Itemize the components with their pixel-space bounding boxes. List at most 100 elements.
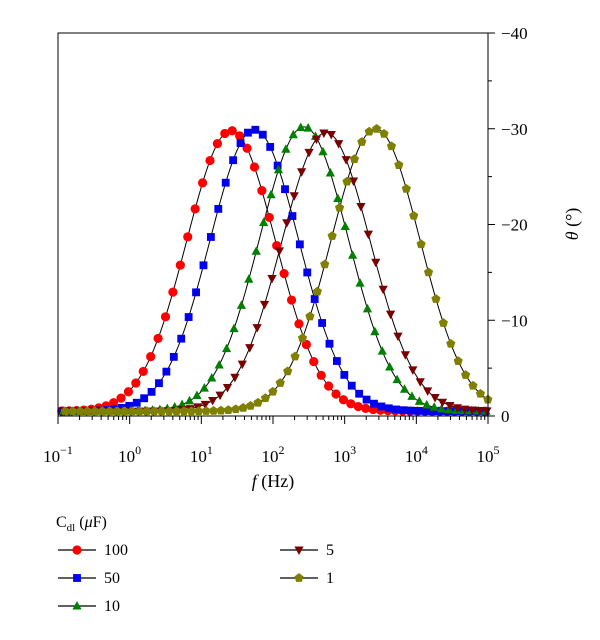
data-point-5 xyxy=(274,247,284,256)
data-point-5 xyxy=(297,168,307,177)
legend-item-1: 1 xyxy=(280,570,334,587)
data-point-100 xyxy=(168,287,178,297)
data-point-50 xyxy=(295,240,304,249)
data-point-100 xyxy=(227,126,237,136)
data-point-10 xyxy=(303,123,313,132)
data-point-10 xyxy=(192,390,202,399)
data-point-50 xyxy=(392,405,401,414)
data-point-50 xyxy=(407,406,415,415)
data-point-5 xyxy=(452,404,462,413)
data-point-50 xyxy=(229,156,238,165)
data-point-100 xyxy=(205,155,215,166)
data-point-100 xyxy=(153,333,163,344)
data-point-1 xyxy=(290,351,300,361)
y-axis-label: θ (°) xyxy=(562,208,583,241)
data-point-50 xyxy=(362,395,371,404)
data-point-5 xyxy=(348,177,359,187)
data-point-100 xyxy=(301,339,311,350)
data-point-5 xyxy=(385,310,396,320)
x-tick-label: 104 xyxy=(405,443,428,466)
data-point-100 xyxy=(190,204,200,214)
data-point-5 xyxy=(415,378,425,387)
legend-marker-10 xyxy=(72,600,82,610)
data-point-5 xyxy=(482,407,492,416)
legend-label: 1 xyxy=(326,570,334,587)
data-point-5 xyxy=(467,406,477,416)
y-tick-label: −20 xyxy=(501,216,528,235)
data-point-1 xyxy=(342,176,352,186)
data-point-50 xyxy=(347,381,356,390)
data-point-1 xyxy=(327,231,337,240)
data-point-1 xyxy=(112,406,122,416)
data-point-5 xyxy=(319,129,329,138)
data-point-100 xyxy=(116,393,126,403)
data-point-5 xyxy=(445,402,455,411)
data-point-5 xyxy=(378,285,388,295)
data-point-50 xyxy=(251,125,260,134)
data-point-5 xyxy=(341,156,351,165)
data-point-5 xyxy=(430,394,440,403)
data-point-50 xyxy=(325,339,334,348)
data-point-50 xyxy=(429,407,438,416)
data-point-1 xyxy=(453,356,463,365)
data-point-5 xyxy=(363,230,373,240)
data-point-100 xyxy=(242,143,252,153)
data-point-1 xyxy=(423,267,434,277)
data-point-5 xyxy=(252,324,262,333)
data-point-100 xyxy=(257,186,267,196)
data-point-10 xyxy=(414,396,424,405)
y-tick-label: −10 xyxy=(501,311,528,330)
x-tick-label: 100 xyxy=(118,443,141,466)
data-point-1 xyxy=(446,338,456,348)
data-point-1 xyxy=(297,333,308,343)
data-point-1 xyxy=(357,137,367,146)
data-point-50 xyxy=(155,379,163,388)
data-point-1 xyxy=(475,388,486,398)
data-point-50 xyxy=(340,370,349,379)
data-point-100 xyxy=(279,269,289,279)
data-point-10 xyxy=(221,343,232,353)
data-point-1 xyxy=(312,286,322,296)
data-point-5 xyxy=(267,274,277,284)
data-point-1 xyxy=(379,129,389,138)
data-point-100 xyxy=(294,319,304,329)
data-point-1 xyxy=(438,318,448,327)
y-tick-label: −30 xyxy=(501,120,528,139)
legend-title: Cdl (μF) xyxy=(56,514,107,534)
data-point-10 xyxy=(362,303,373,313)
data-point-10 xyxy=(199,383,209,392)
data-point-1 xyxy=(386,141,397,151)
data-point-10 xyxy=(251,246,261,255)
legend-label: 50 xyxy=(104,570,120,587)
data-point-10 xyxy=(236,300,247,309)
data-point-100 xyxy=(361,403,371,413)
data-point-5 xyxy=(215,391,225,401)
data-point-100 xyxy=(286,295,297,305)
data-point-5 xyxy=(304,148,314,158)
data-point-50 xyxy=(258,130,267,139)
data-point-1 xyxy=(134,406,144,416)
data-point-10 xyxy=(444,404,454,414)
data-point-100 xyxy=(131,378,141,388)
data-point-100 xyxy=(212,139,222,149)
data-point-5 xyxy=(408,366,418,375)
data-point-5 xyxy=(259,300,270,310)
data-point-50 xyxy=(377,402,386,411)
x-axis: 10−1 100 101 102 103 104 105 xyxy=(43,416,500,466)
data-point-100 xyxy=(309,356,319,367)
data-point-5 xyxy=(371,258,381,268)
series-1 xyxy=(60,124,493,416)
data-point-1 xyxy=(164,406,174,416)
data-point-5 xyxy=(208,397,218,406)
plot-markers xyxy=(57,122,493,417)
data-point-50 xyxy=(214,204,223,213)
series-line-10 xyxy=(58,126,489,412)
data-point-10 xyxy=(318,146,328,156)
data-point-5 xyxy=(282,219,292,228)
data-point-5 xyxy=(356,202,366,212)
series-line-100 xyxy=(57,130,488,412)
data-point-100 xyxy=(109,398,119,408)
data-point-10 xyxy=(177,399,187,409)
data-point-100 xyxy=(146,352,156,362)
